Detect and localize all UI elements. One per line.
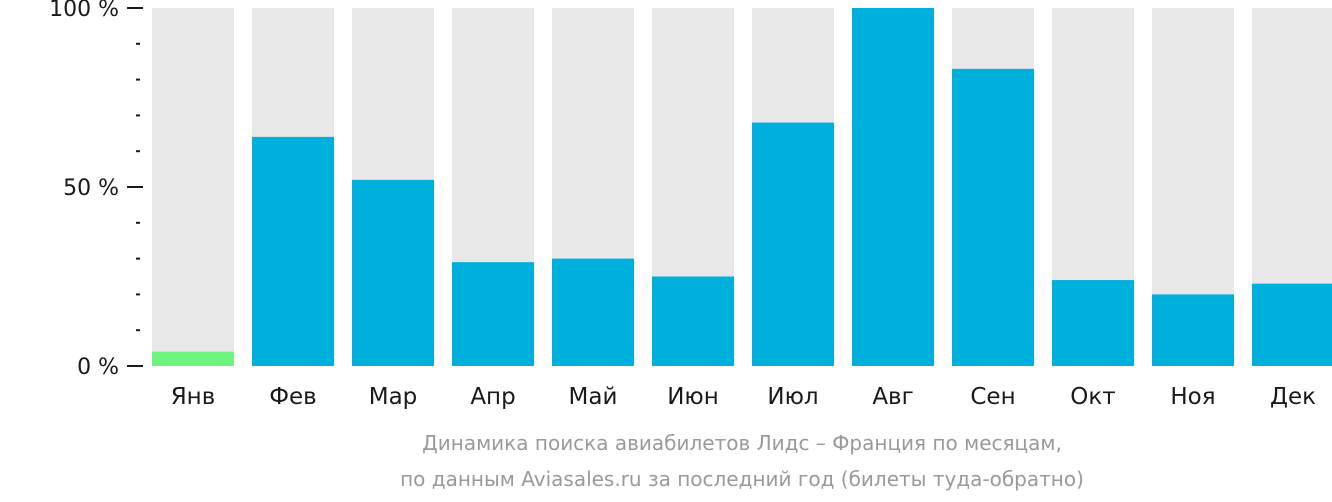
x-category-label: Окт — [1070, 384, 1115, 410]
x-category-label: Ноя — [1170, 384, 1215, 410]
bar-track — [152, 8, 234, 366]
y-tick-label: 100 % — [49, 0, 119, 22]
chart-caption-line2: по данным Aviasales.ru за последний год … — [400, 467, 1084, 491]
bar — [452, 262, 534, 366]
bar — [1052, 280, 1134, 366]
bar — [1152, 294, 1234, 366]
x-category-label: Сен — [970, 384, 1015, 410]
x-category-label: Дек — [1270, 384, 1316, 410]
bar-chart: 0 % 50 % 100 % Янв Фев Мар Апр Май Июн Июл Авг Сен О… — [49, 0, 1332, 410]
x-category-label: Июн — [667, 384, 719, 410]
x-category-label: Янв — [171, 384, 216, 410]
chart-caption-line1: Динамика поиска авиабилетов Лидс – Франц… — [422, 431, 1062, 455]
bar — [852, 8, 934, 366]
bar — [352, 179, 434, 366]
bar — [652, 276, 734, 366]
x-category-label: Май — [569, 384, 618, 410]
bar — [1252, 283, 1332, 366]
x-category-label: Фев — [269, 384, 317, 410]
bar — [552, 258, 634, 366]
bar — [752, 122, 834, 366]
bar — [152, 351, 234, 366]
x-category-label: Июл — [767, 384, 818, 410]
x-category-label: Мар — [369, 384, 418, 410]
x-category-label: Авг — [872, 384, 913, 410]
bar — [952, 68, 1034, 367]
y-tick-label: 50 % — [63, 176, 119, 201]
y-tick-label: 0 % — [77, 355, 119, 380]
x-category-label: Апр — [470, 384, 515, 410]
bar — [252, 136, 334, 366]
